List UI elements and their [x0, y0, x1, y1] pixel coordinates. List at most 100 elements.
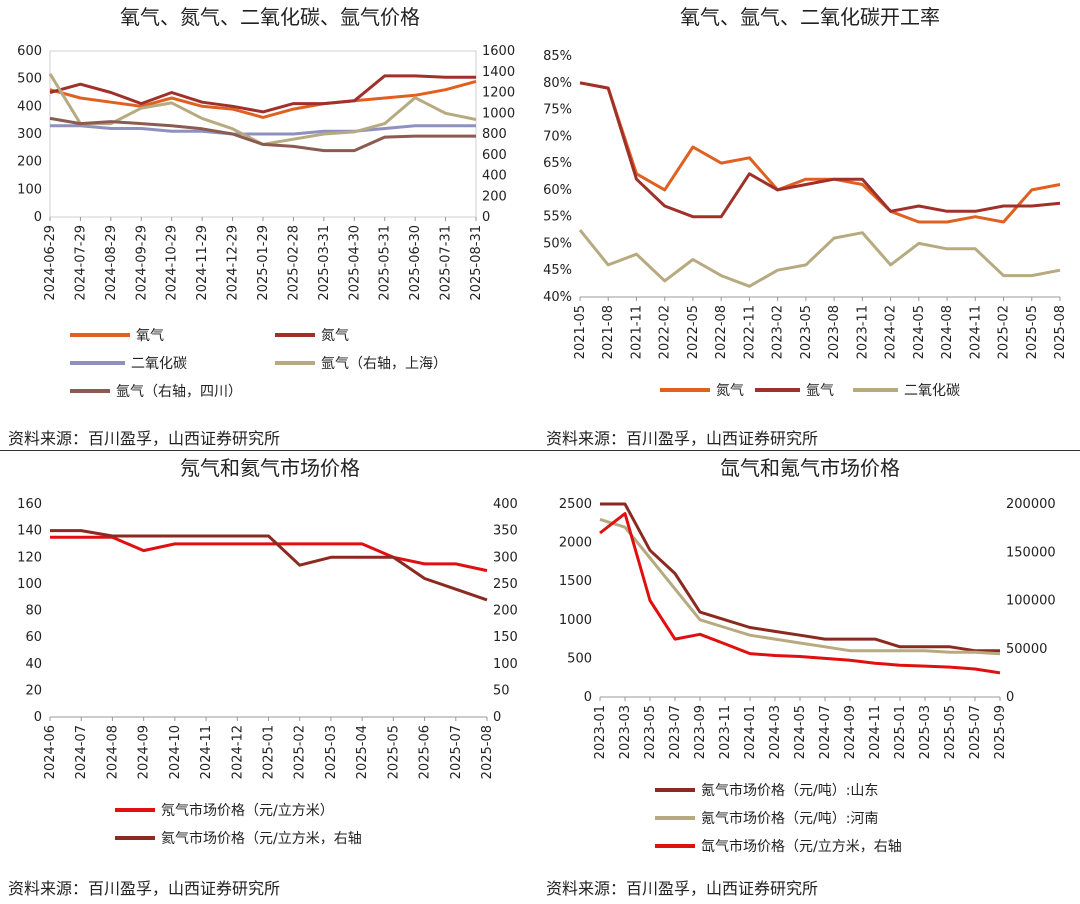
y-tick-label: 600 — [17, 44, 42, 59]
legend-label: 氖气市场价格（元/立方米） — [161, 802, 334, 819]
x-tick-label: 2024-02 — [884, 305, 899, 359]
source-note: 资料来源：百川盈孚，山西证券研究所 — [546, 879, 818, 898]
source-note: 资料来源：百川盈孚，山西证券研究所 — [8, 879, 280, 898]
y-tick-label: 65% — [543, 156, 572, 171]
y-tick-label: 20 — [25, 683, 42, 698]
x-tick-label: 2023-08 — [827, 305, 842, 359]
series-line-3 — [578, 229, 1061, 288]
x-tick-label: 2024-06 — [43, 725, 58, 779]
legend-label: 氩气（右轴，上海） — [321, 356, 447, 372]
y-tick-label: 40 — [25, 657, 42, 672]
y-tick-label: 55% — [543, 210, 572, 225]
y2-tick-label: 150000 — [1006, 545, 1056, 560]
y-tick-label: 500 — [17, 72, 42, 87]
x-tick-label: 2025-03 — [324, 725, 339, 779]
x-tick-label: 2025-08-31 — [469, 225, 484, 301]
x-tick-label: 2021-08 — [601, 305, 616, 359]
y-tick-label: 75% — [543, 103, 572, 118]
series-line-3 — [50, 124, 476, 136]
x-tick-label: 2025-01 — [893, 705, 908, 759]
x-tick-label: 2025-02 — [997, 305, 1012, 359]
y2-tick-label: 1400 — [482, 65, 515, 80]
source-note: 资料来源：百川盈孚，山西证券研究所 — [546, 429, 818, 448]
x-tick-label: 2024-08 — [105, 725, 120, 779]
series-line-2 — [49, 74, 476, 114]
x-tick-label: 2025-01-29 — [256, 225, 271, 301]
x-tick-label: 2025-07 — [449, 725, 464, 779]
y-tick-label: 140 — [17, 524, 42, 539]
x-tick-label: 2024-07 — [818, 705, 833, 759]
x-tick-label: 2024-06-29 — [43, 225, 58, 301]
legend-label: 氩气（右轴，四川） — [116, 384, 242, 400]
y2-tick-label: 100000 — [1006, 594, 1056, 609]
y2-tick-label: 200 — [493, 604, 518, 619]
y2-tick-label: 0 — [493, 710, 501, 725]
x-tick-label: 2023-09 — [693, 705, 708, 759]
x-tick-label: 2025-04-30 — [347, 225, 362, 301]
y2-tick-label: 200000 — [1006, 497, 1056, 512]
y2-tick-label: 0 — [1006, 690, 1014, 705]
x-tick-label: 2024-01 — [743, 705, 758, 759]
x-tick-label: 2025-02-28 — [286, 225, 301, 301]
series-line-5 — [49, 116, 476, 153]
chart-title: 氧气、氮气、二氧化碳、氩气价格 — [120, 5, 420, 29]
y-tick-label: 85% — [543, 49, 572, 64]
x-tick-label: 2024-03 — [768, 705, 783, 759]
y2-tick-label: 150 — [493, 630, 518, 645]
x-tick-label: 2024-09 — [843, 705, 858, 759]
y2-tick-label: 600 — [482, 148, 507, 163]
series-line-2 — [579, 81, 1061, 219]
x-tick-label: 2024-11-29 — [195, 225, 210, 301]
y2-tick-label: 350 — [493, 524, 518, 539]
series-line-2 — [50, 529, 488, 602]
y-tick-label: 300 — [17, 127, 42, 142]
y-tick-label: 100 — [17, 182, 42, 197]
x-tick-label: 2025-08 — [480, 725, 495, 779]
y-tick-label: 0 — [34, 710, 42, 725]
x-tick-label: 2025-06-30 — [408, 225, 423, 301]
y2-tick-label: 800 — [482, 127, 507, 142]
y2-tick-label: 0 — [482, 210, 490, 225]
chart-svg: 氧气、氮气、二氧化碳、氩气价格 0 100 200 300 400 500 600 0 200 40… — [8, 5, 515, 448]
y2-tick-label: 250 — [493, 577, 518, 592]
x-tick-label: 2025-07 — [968, 705, 983, 759]
x-tick-label: 2022-05 — [686, 305, 701, 359]
x-tick-label: 2024-05 — [912, 305, 927, 359]
legend-label: 氧气 — [136, 328, 164, 344]
x-tick-label: 2024-11 — [868, 705, 883, 759]
panel-divider — [0, 450, 1080, 451]
y-tick-label: 50% — [543, 236, 572, 251]
x-tick-label: 2025-03-31 — [317, 225, 332, 301]
x-tick-label: 2024-08 — [940, 305, 955, 359]
y-tick-label: 120 — [17, 550, 42, 565]
x-tick-label: 2025-05 — [1025, 305, 1040, 359]
x-tick-label: 2024-07-29 — [73, 225, 88, 301]
legend-label: 二氧化碳 — [131, 356, 187, 372]
y-tick-label: 40% — [543, 290, 572, 305]
y-tick-label: 1000 — [559, 613, 592, 628]
y2-tick-label: 300 — [493, 550, 518, 565]
x-tick-label: 2024-09-29 — [134, 225, 149, 301]
y-tick-label: 0 — [584, 690, 592, 705]
x-tick-label: 2023-11 — [718, 705, 733, 759]
chart-panel-gas-prices: 氧气、氮气、二氧化碳、氩气价格 0 100 200 300 400 500 600 0 200 40… — [0, 0, 540, 452]
x-tick-label: 2023-07 — [668, 705, 683, 759]
y2-tick-label: 50 — [493, 683, 510, 698]
y2-tick-label: 1200 — [482, 86, 515, 101]
x-tick-label: 2025-01 — [262, 725, 277, 779]
chart-panel-xenon-krypton: 氙气和氪气市场价格 0 500 1000 1500 2000 2500 0 50000 10000… — [540, 452, 1080, 904]
y-tick-label: 1500 — [559, 574, 592, 589]
source-note: 资料来源：百川盈孚，山西证券研究所 — [8, 429, 280, 448]
y2-tick-label: 50000 — [1006, 642, 1047, 657]
x-tick-label: 2025-03 — [918, 705, 933, 759]
y-tick-label: 60 — [25, 630, 42, 645]
x-tick-label: 2025-07-31 — [439, 225, 454, 301]
y-tick-label: 60% — [543, 183, 572, 198]
y-tick-label: 0 — [34, 210, 42, 225]
y-tick-label: 200 — [17, 155, 42, 170]
y2-tick-label: 400 — [482, 169, 507, 184]
x-tick-label: 2025-06 — [418, 725, 433, 779]
y2-tick-label: 100 — [493, 657, 518, 672]
series-line-1 — [579, 81, 1061, 224]
y2-tick-label: 200 — [482, 189, 507, 204]
